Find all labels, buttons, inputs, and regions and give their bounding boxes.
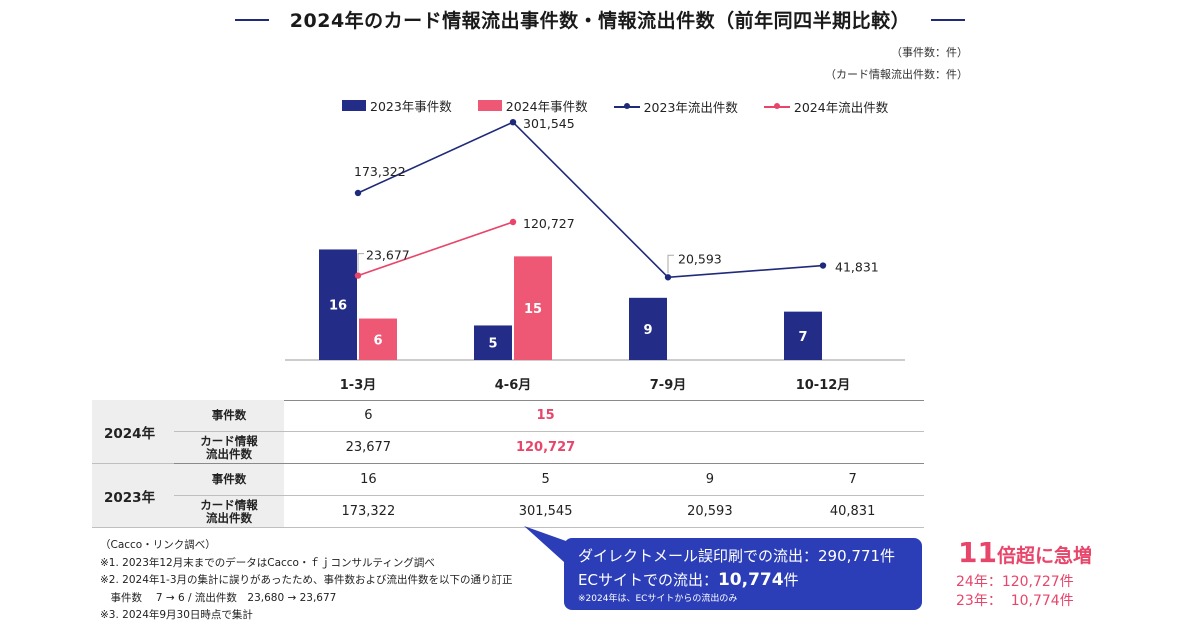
legend-swatch bbox=[342, 100, 366, 111]
unit-note-incidents: （事件数：件） bbox=[891, 46, 968, 59]
footnote-source: （Cacco・リンク調べ） bbox=[100, 539, 216, 551]
line-point bbox=[509, 218, 517, 226]
table-row-label: 事件数 bbox=[174, 463, 284, 496]
callout-ec-value: 10,774 bbox=[717, 570, 784, 590]
bar-value-label: 7 bbox=[798, 330, 807, 345]
line-point bbox=[509, 118, 517, 126]
table-row: 2023年 事件数 16 5 9 7 bbox=[92, 463, 924, 528]
table-cell: 173,322 bbox=[284, 495, 453, 528]
table-year-cell: 2024年 bbox=[92, 400, 174, 464]
footnote-2: ※2. 2024年1-3月の集計に誤りがあったため、事件数および流出件数を以下の… bbox=[100, 574, 513, 586]
footnotes: （Cacco・リンク調べ） ※1. 2023年12月末までのデータはCacco・… bbox=[100, 537, 513, 625]
line-point bbox=[664, 274, 672, 281]
table-cell: 9 bbox=[638, 463, 782, 496]
bar-value-label: 16 bbox=[329, 299, 347, 314]
callout-box: ダイレクトメール誤印刷での流出：290,771件 ECサイトでの流出：10,77… bbox=[564, 538, 922, 610]
highlight-headline: 11倍超に急増 bbox=[958, 536, 1092, 569]
table-cell: 23,677 bbox=[284, 431, 453, 464]
table-row: カード情報 流出件数 23,677 120,727 bbox=[92, 431, 924, 464]
line-value-label: 23,677 bbox=[366, 248, 410, 263]
table-cell: 15 bbox=[452, 400, 639, 432]
bar-2023-incidents bbox=[319, 249, 357, 360]
line-point bbox=[819, 262, 827, 269]
line-value-label: 41,831 bbox=[835, 260, 879, 275]
unit-note-leaks: （カード情報流出件数：件） bbox=[825, 68, 968, 81]
line-2023-leaks bbox=[357, 121, 824, 279]
highlight-2023-line: 23年： 10,774件 bbox=[956, 593, 1074, 609]
bar-value-label: 9 bbox=[643, 323, 652, 338]
label-leader bbox=[357, 253, 364, 272]
table-row: カード情報 流出件数 173,322 301,545 20,593 40,831 bbox=[92, 495, 924, 528]
title-decor-line-right bbox=[931, 18, 966, 21]
bar-value-label: 6 bbox=[373, 333, 382, 348]
legend-label: 2024年事件数 bbox=[505, 99, 588, 114]
label-leader bbox=[667, 254, 674, 274]
table-cell: 5 bbox=[452, 463, 639, 496]
legend-swatch bbox=[477, 100, 502, 111]
line-2024-leaks bbox=[357, 221, 514, 277]
table-cell: 6 bbox=[284, 400, 453, 432]
bar-2024-incidents bbox=[359, 318, 397, 360]
line-point bbox=[354, 189, 362, 197]
callout-dm-line: ダイレクトメール誤印刷での流出：290,771件 bbox=[578, 547, 896, 565]
callout-ec-line: ECサイトでの流出：10,774件 bbox=[578, 569, 799, 590]
callout-footnote: ※2024年は、ECサイトからの流出のみ bbox=[578, 594, 738, 604]
table-cell: 120,727 bbox=[452, 431, 639, 464]
bar-value-label: 15 bbox=[524, 302, 542, 317]
title-decor-line-left bbox=[234, 18, 269, 21]
data-table: 2024年 事件数 6 15 カード情報 流出件数 23,677 120,727 2023年事… bbox=[92, 400, 924, 528]
callout-ec-suffix: 件 bbox=[783, 571, 799, 589]
highlight-2024-line: 24年：120,727件 bbox=[956, 574, 1074, 590]
footnote-1: ※1. 2023年12月末までのデータはCacco・ｆｊコンサルティング調べ bbox=[100, 556, 435, 569]
line-value-label: 20,593 bbox=[678, 251, 722, 266]
table-cell: 20,593 bbox=[638, 495, 782, 528]
table-cell: 7 bbox=[781, 463, 924, 496]
table-cell bbox=[781, 400, 924, 432]
line-point bbox=[354, 272, 362, 279]
table-row: 2024年 事件数 6 15 bbox=[92, 400, 924, 464]
x-tick-label: 1-3月 bbox=[340, 378, 377, 393]
legend-label: 2023年流出件数 bbox=[643, 99, 738, 115]
table-cell: 16 bbox=[284, 463, 453, 496]
legend-item-2023-incidents: 2023年事件数 bbox=[342, 96, 452, 115]
bar-2024-incidents bbox=[514, 256, 552, 360]
chart-legend: 2023年事件数 2024年事件数 2023年流出件数 2024年流出件数 bbox=[342, 96, 910, 116]
line-value-label: 173,322 bbox=[354, 164, 406, 179]
x-tick-label: 7-9月 bbox=[650, 378, 687, 393]
highlight-multiplier: 11 bbox=[958, 536, 997, 569]
footnote-2-detail: 事件数 7 → 6 / 流出件数 23,680 → 23,677 bbox=[100, 591, 337, 604]
bar-2023-incidents bbox=[474, 325, 512, 360]
line-value-label: 301,545 bbox=[523, 116, 575, 131]
x-tick-label: 10-12月 bbox=[796, 378, 851, 393]
footnote-3: ※3. 2024年9月30日時点で集計 bbox=[100, 609, 253, 621]
table-row-label: 事件数 bbox=[174, 400, 284, 432]
table-cell bbox=[638, 400, 782, 432]
table-cell bbox=[638, 431, 782, 464]
bar-value-label: 5 bbox=[488, 337, 497, 352]
table-cell bbox=[781, 431, 924, 464]
legend-label: 2023年事件数 bbox=[370, 99, 452, 114]
legend-item-2024-leaks: 2024年流出件数 bbox=[763, 97, 889, 116]
x-tick-label: 4-6月 bbox=[495, 378, 532, 393]
table-row-label: カード情報 流出件数 bbox=[174, 495, 284, 528]
callout-ec-prefix: ECサイトでの流出： bbox=[578, 571, 718, 589]
bar-2023-incidents bbox=[784, 311, 822, 360]
legend-line-marker bbox=[613, 101, 640, 111]
combo-chart: 16 5 9 7 6 15 173,322 301,545 20,593 41,831 23,677… bbox=[285, 116, 905, 393]
highlight-suffix: 倍超に急増 bbox=[996, 545, 1092, 567]
title-bar: 2024年のカード情報流出事件数・情報流出件数（前年同四半期比較） bbox=[0, 6, 1200, 33]
legend-item-2023-leaks: 2023年流出件数 bbox=[613, 97, 738, 116]
legend-label: 2024年流出件数 bbox=[793, 99, 889, 115]
legend-item-2024-incidents: 2024年事件数 bbox=[477, 96, 588, 115]
table-cell: 40,831 bbox=[781, 495, 924, 528]
legend-line-marker bbox=[763, 101, 790, 111]
table-row-label: カード情報 流出件数 bbox=[174, 431, 284, 464]
bar-2023-incidents bbox=[629, 297, 667, 360]
line-value-label: 120,727 bbox=[523, 216, 575, 231]
table-cell: 301,545 bbox=[452, 495, 639, 528]
page-title: 2024年のカード情報流出事件数・情報流出件数（前年同四半期比較） bbox=[289, 10, 911, 32]
table-year-cell: 2023年 bbox=[92, 463, 174, 528]
